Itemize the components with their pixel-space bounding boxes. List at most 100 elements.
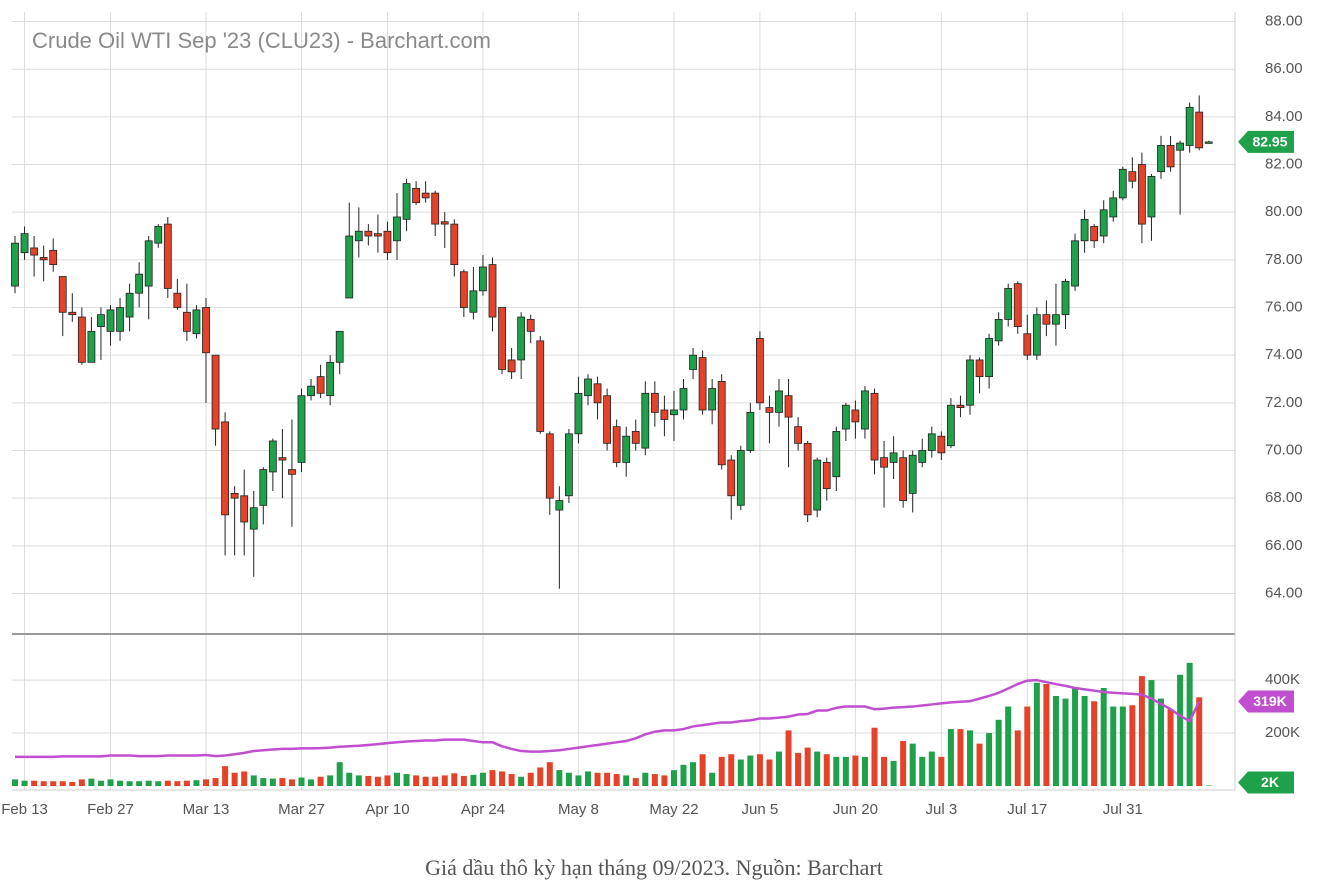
volume-bar [12, 779, 18, 786]
volume-bar [747, 755, 754, 786]
volume-bar [651, 774, 658, 786]
volume-bar [986, 733, 993, 786]
candle-body [87, 330, 96, 363]
candle-body [49, 249, 58, 266]
volume-bar [527, 772, 534, 786]
y-tick-label: 78.00 [1265, 251, 1303, 268]
volume-bar [661, 775, 668, 786]
y-tick-label: 70.00 [1265, 441, 1303, 458]
candle-body [603, 395, 611, 444]
ma-value-label-box [1238, 690, 1294, 713]
volume-bar [21, 780, 28, 786]
candle-body [975, 359, 984, 378]
candle-body [947, 404, 955, 447]
y-tick-label: 82.00 [1265, 155, 1303, 172]
candle-body [880, 457, 888, 468]
volume-bar [384, 775, 391, 786]
volume-bar [881, 756, 888, 786]
volume-bar [604, 772, 611, 786]
x-tick-label: Feb 27 [87, 801, 134, 818]
x-tick-label: Jul 3 [926, 801, 958, 818]
volume-bar [556, 770, 563, 786]
volume-bar [183, 780, 190, 786]
candle-body [736, 450, 745, 506]
volume-bar [632, 778, 639, 786]
volume-bar [241, 771, 248, 786]
candle-body [459, 271, 468, 308]
volume-bar [1119, 706, 1126, 786]
candle-body [622, 435, 631, 463]
candle-body [1138, 164, 1146, 225]
volume-bar [508, 774, 515, 786]
candle-body [144, 240, 153, 287]
candle-body [221, 421, 230, 516]
candle-body [192, 309, 201, 335]
y-tick-label: 74.00 [1265, 346, 1303, 363]
candle-body [641, 392, 650, 449]
candle-body [670, 409, 678, 416]
volume-bar [203, 779, 209, 786]
candle-body [39, 257, 48, 261]
y-tick-label: 86.00 [1265, 60, 1303, 77]
volume-bar [518, 776, 525, 786]
candle-body [135, 273, 144, 294]
candle-body [574, 392, 583, 435]
candle-body [412, 187, 421, 204]
candle-body [784, 395, 793, 418]
volume-bar [308, 779, 315, 786]
candle-body [278, 457, 287, 461]
candle-body [517, 316, 526, 361]
candle-body [889, 452, 898, 463]
candle-body [364, 230, 373, 237]
candle-body [163, 223, 172, 289]
volume-ma-line [15, 678, 1201, 759]
candle-body [1099, 209, 1108, 237]
volume-bar [1091, 701, 1098, 786]
volume-bar [250, 775, 257, 786]
volume-bar [1177, 674, 1184, 786]
candle-body [689, 354, 697, 370]
volume-bar [117, 780, 124, 786]
candle-body [1185, 106, 1194, 146]
x-tick-label: Mar 27 [278, 801, 325, 818]
candle-body [335, 330, 344, 363]
candle-body [746, 411, 755, 451]
last-price-label-box [1238, 130, 1294, 153]
candle-body [937, 435, 946, 454]
candle-body [994, 319, 1003, 342]
volume-bar [1196, 697, 1203, 786]
candle-body [861, 390, 869, 430]
volume-bar [1167, 709, 1174, 786]
candle-body [555, 500, 564, 511]
candle-body [297, 395, 306, 463]
candle-body [450, 223, 459, 266]
volume-bar [1110, 706, 1117, 786]
candle-body [182, 311, 191, 332]
candle-body [479, 266, 487, 292]
volume-bar [537, 767, 544, 786]
x-tick-label: May 22 [649, 801, 698, 818]
candle-body [1128, 171, 1137, 182]
candle-body [230, 492, 239, 499]
candle-body [660, 409, 669, 420]
volume-bar [699, 754, 706, 786]
candle-body [708, 388, 717, 411]
volume-bar [871, 727, 878, 786]
volume-bar [499, 771, 506, 786]
candle-body [469, 290, 478, 313]
volume-bar [1014, 730, 1021, 786]
candle-body [154, 226, 163, 244]
candle-body [77, 316, 86, 363]
y-tick-label: 80.00 [1265, 203, 1303, 220]
volume-bar [69, 782, 76, 786]
volume-bar [995, 719, 1002, 786]
volume-tick-label: 400K [1265, 671, 1300, 688]
candle-body [956, 404, 965, 409]
volume-bar [1138, 676, 1145, 786]
volume-bar [50, 781, 57, 786]
volume-bar [565, 772, 572, 786]
volume-bar [776, 751, 782, 786]
candle-body [345, 235, 354, 299]
